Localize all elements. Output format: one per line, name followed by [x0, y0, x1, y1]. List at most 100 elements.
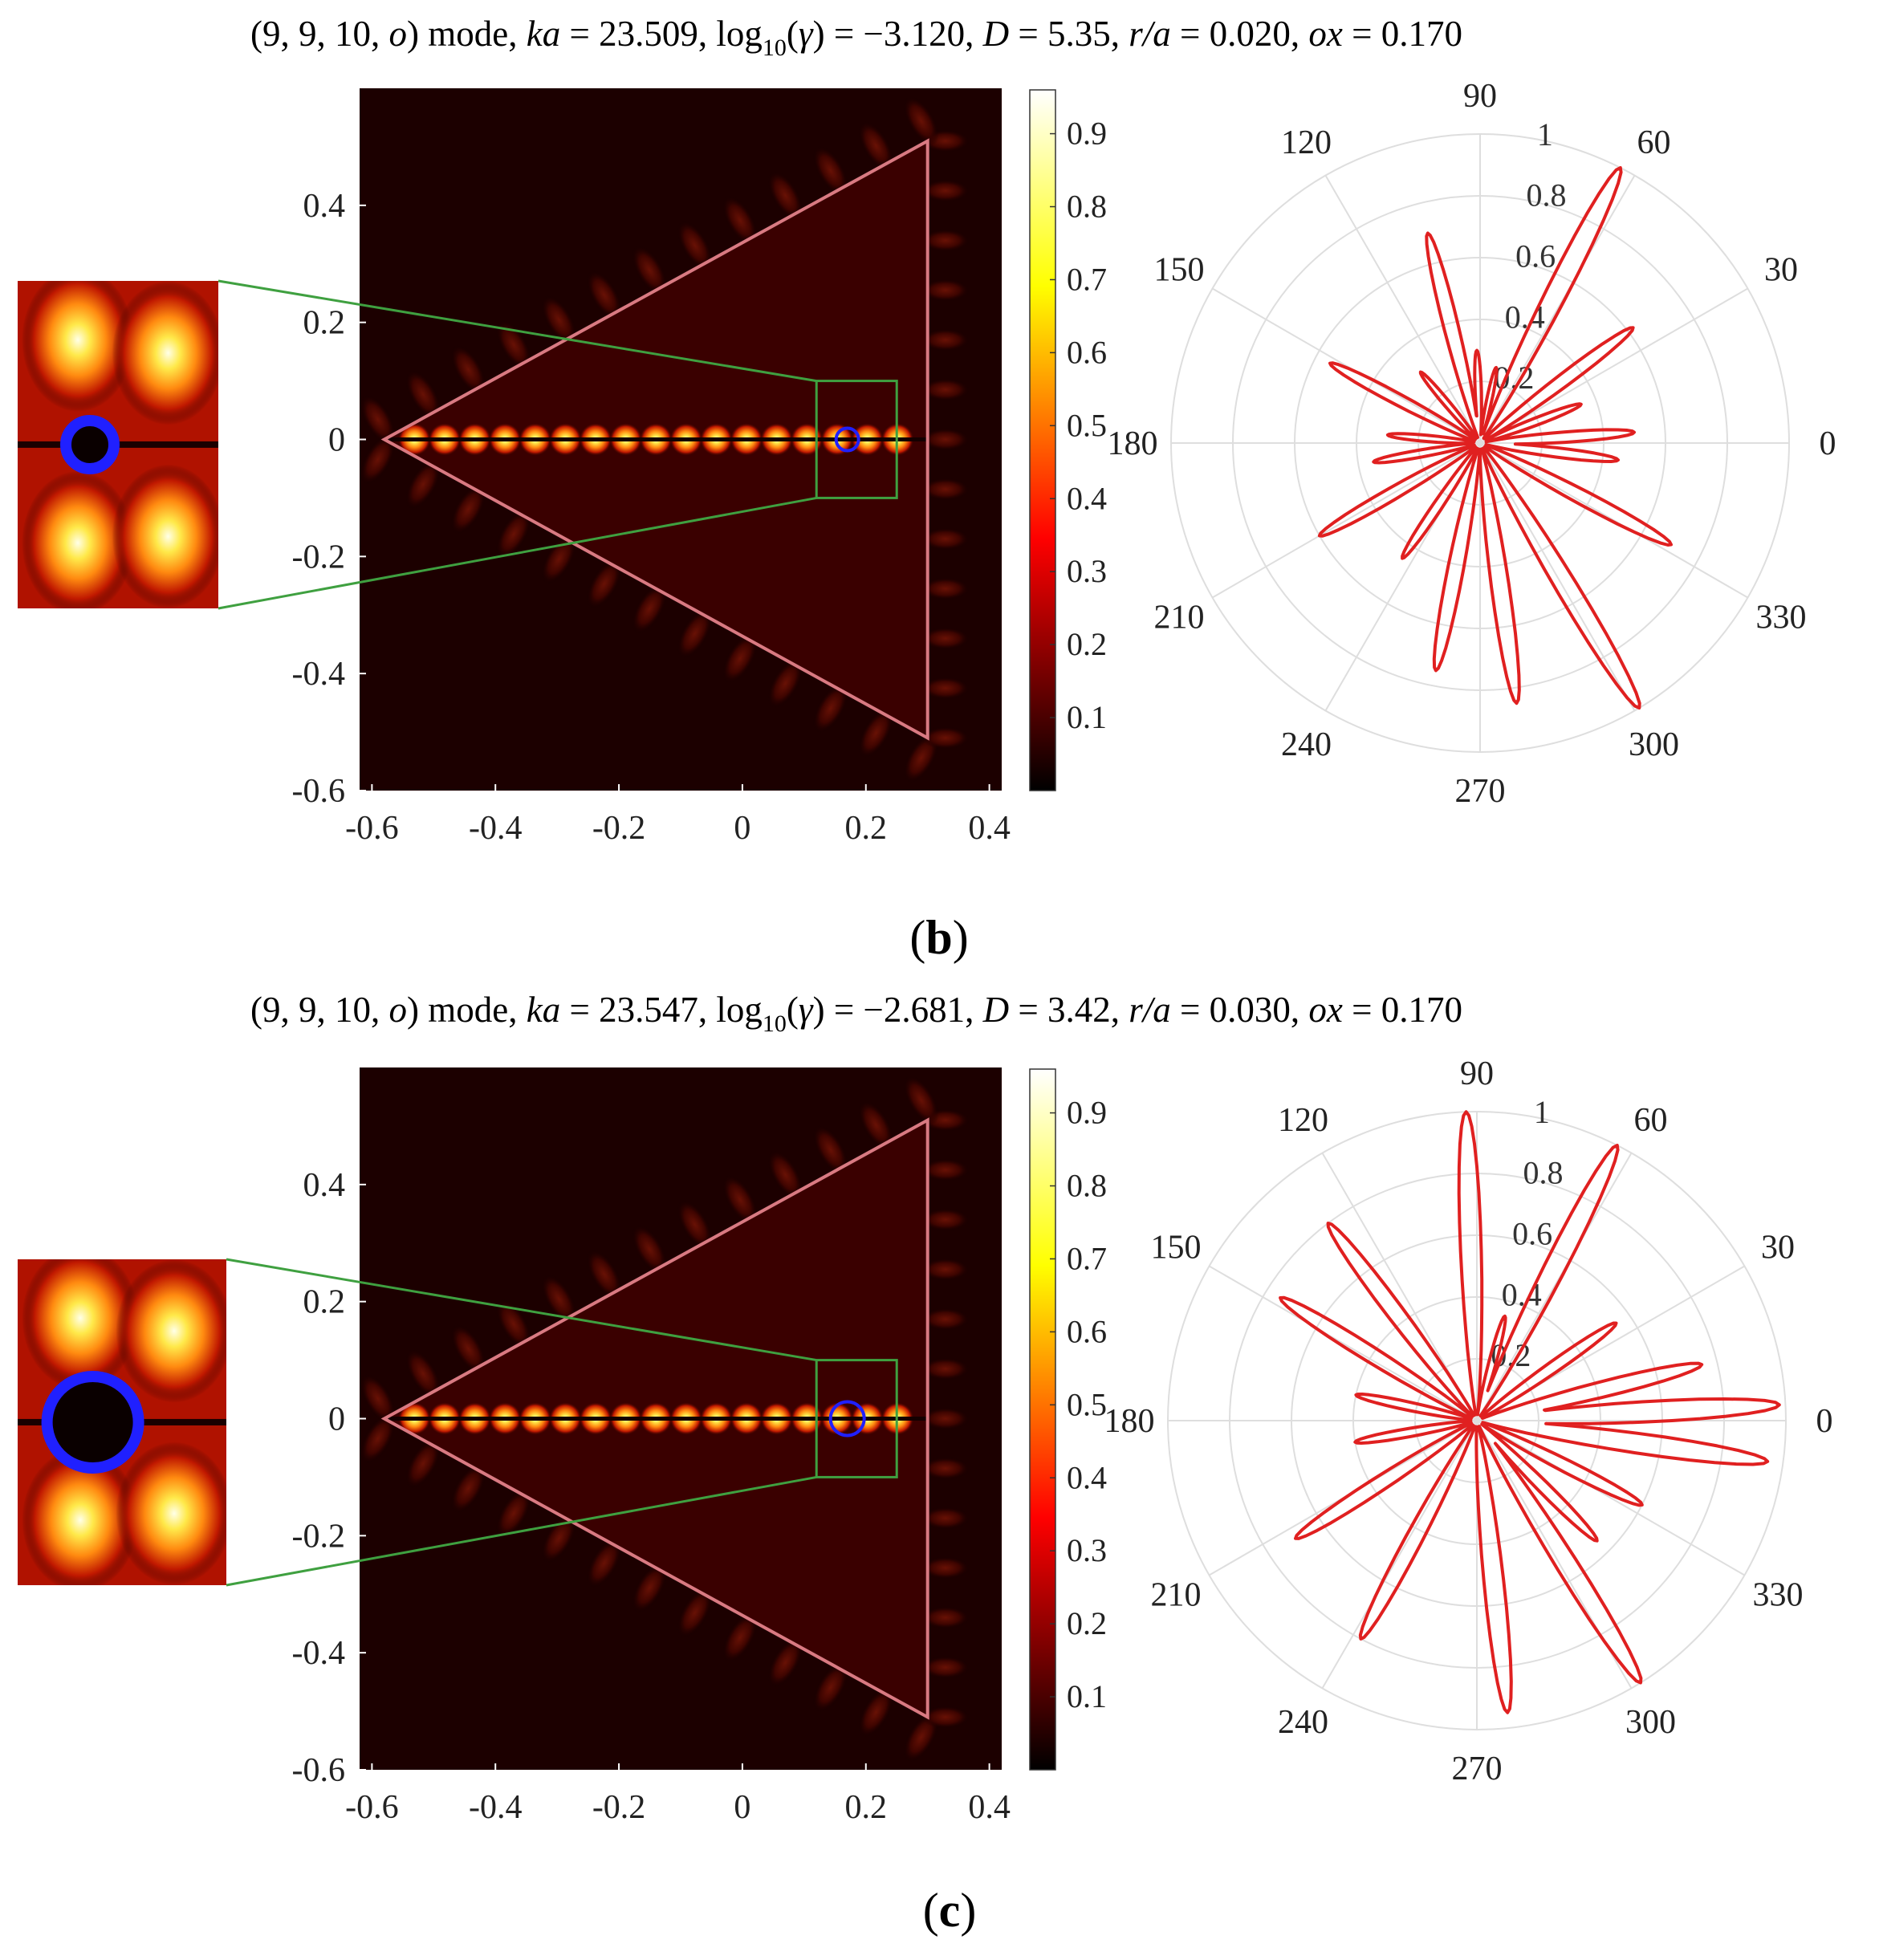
inset-scatterer	[41, 1371, 144, 1474]
x-tick-label: -0.2	[592, 810, 646, 847]
y-tick-label: -0.2	[292, 1518, 346, 1555]
edge-leakage	[360, 1076, 970, 1762]
colorbar-tick-label: 0.5	[1067, 1386, 1107, 1422]
polar-angle-label: 60	[1634, 1102, 1668, 1139]
inset-scatterer	[60, 415, 120, 474]
inset-intensity-spot	[22, 1448, 139, 1585]
panel-letter: c	[939, 1884, 961, 1937]
title-segment: ka	[527, 14, 560, 54]
x-tick-label: -0.4	[469, 1789, 523, 1826]
title-segment: (9, 9, 10,	[250, 14, 389, 54]
polar-angle-label: 180	[1104, 1403, 1155, 1440]
y-tick-label: 0.4	[303, 188, 346, 225]
x-tick-label: 0.4	[968, 1789, 1011, 1826]
polar-angle-label: 150	[1154, 252, 1205, 289]
panel-label: (c)	[923, 1884, 977, 1937]
y-tick-label: -0.4	[292, 1635, 346, 1672]
colorbar-tick-label: 0.3	[1067, 1532, 1107, 1568]
inset-intensity-spot	[116, 1442, 226, 1585]
edge-leakage	[360, 96, 970, 783]
colorbar-tick-label: 0.6	[1067, 1313, 1107, 1349]
title-segment: = 0.020,	[1171, 14, 1309, 54]
colorbar: 0.9 0.8 0.7 0.6 0.5 0.4 0.3 0.2 0.1	[1029, 89, 1107, 791]
y-tick-label: 0	[328, 1401, 345, 1438]
colorbar-tick-label: 0.4	[1067, 1459, 1107, 1495]
title-segment: ) mode,	[407, 990, 527, 1030]
x-tick-label: 0.2	[845, 1789, 888, 1826]
panel-title: (9, 9, 10, o) mode, ka = 23.547, log10(γ…	[250, 990, 1462, 1037]
inset-intensity-spot	[116, 1259, 226, 1403]
title-segment: = 0.170	[1343, 14, 1462, 54]
colorbar: 0.9 0.8 0.7 0.6 0.5 0.4 0.3 0.2 0.1	[1029, 1068, 1107, 1771]
colorbar-tick-label: 0.8	[1067, 189, 1107, 225]
polar-grid-spoke	[1479, 287, 1748, 444]
panel-title: (9, 9, 10, o) mode, ka = 23.509, log10(γ…	[250, 14, 1462, 61]
title-segment: = 0.030,	[1171, 990, 1309, 1030]
colorbar-gradient	[1029, 1068, 1056, 1771]
title-segment: ) mode,	[407, 14, 527, 54]
zoom-inset	[18, 1259, 226, 1585]
title-segment: ox	[1308, 14, 1343, 54]
x-tick-label: -0.2	[592, 1789, 646, 1826]
colorbar-tick-label: 0.7	[1067, 261, 1107, 297]
colorbar-tick-label: 0.4	[1067, 480, 1107, 516]
colorbar-tick-label: 0.2	[1067, 1605, 1107, 1641]
title-segment: o	[389, 990, 408, 1030]
title-segment: ) = −3.120,	[813, 14, 983, 54]
polar-radius-label: 0.6	[1512, 1216, 1552, 1252]
zoom-box	[815, 1359, 898, 1478]
connector-bottom	[226, 1475, 817, 1587]
title-segment: = 5.35,	[1009, 14, 1129, 54]
heatmap-axes: -0.6 -0.4 -0.2 0 0.2 0.4 0.4 0.2 0 -0.2 -0.4 -0.6	[292, 1167, 1011, 1826]
y-tick-label: -0.6	[292, 773, 346, 810]
title-segment: r/a	[1129, 14, 1171, 54]
scatterer-circle	[828, 1400, 866, 1437]
cavity-boundary	[380, 138, 929, 741]
y-tick-label: -0.4	[292, 656, 346, 693]
x-tick-label: 0.2	[845, 810, 888, 847]
polar-angle-label: 300	[1625, 1704, 1676, 1741]
x-tick-label: 0	[734, 810, 750, 847]
polar-angle-label: 240	[1281, 726, 1332, 763]
polar-grid-spoke	[1209, 1265, 1478, 1421]
colorbar-tick-label: 0.8	[1067, 1168, 1107, 1204]
polar-grid-spoke	[1479, 442, 1636, 711]
polar-angle-label: 60	[1637, 124, 1671, 161]
connector-top	[226, 1258, 817, 1362]
polar-grid-spoke	[1479, 442, 1748, 599]
y-tick-label: 0.2	[303, 305, 346, 342]
polar-grid-spoke	[1476, 1420, 1745, 1576]
y-tick-label: -0.6	[292, 1752, 346, 1789]
title-segment: γ	[799, 14, 814, 54]
polar-angle-label: 0	[1816, 1403, 1833, 1440]
inset-intensity-spot	[112, 464, 218, 608]
polar-grid-spoke	[1321, 1420, 1478, 1689]
inset-intensity-spot	[22, 470, 134, 608]
zoom-inset	[18, 281, 218, 608]
far-field-pattern	[1279, 1110, 1781, 1714]
panel-letter: b	[925, 911, 952, 964]
panel-b: (9, 9, 10, o) mode, ka = 23.509, log10(γ…	[18, 14, 1836, 964]
colorbar-tick-label: 0.1	[1067, 1678, 1107, 1714]
title-segment: γ	[799, 990, 814, 1030]
colorbar-tick-label: 0.3	[1067, 553, 1107, 589]
polar-angle-label: 210	[1151, 1577, 1202, 1614]
polar-plot: 03060901201501802102402703003300.20.40.6…	[1108, 78, 1836, 810]
title-segment: ) = −2.681,	[813, 990, 983, 1030]
title-segment: (	[787, 14, 799, 54]
y-tick-label: 0.2	[303, 1284, 346, 1321]
inset-intensity-spot	[22, 1259, 139, 1390]
polar-angle-label: 120	[1281, 124, 1332, 161]
y-tick-label: -0.2	[292, 539, 346, 575]
title-segment: 10	[763, 1010, 787, 1037]
zoom-box	[815, 380, 898, 499]
far-field-pattern	[1317, 166, 1673, 710]
title-segment: D	[982, 990, 1010, 1030]
cavity-boundary	[380, 1117, 929, 1720]
polar-angle-label: 210	[1154, 600, 1205, 636]
colorbar-tick-label: 0.9	[1067, 116, 1107, 152]
y-tick-label: 0.4	[303, 1167, 346, 1204]
x-tick-label: -0.6	[345, 1789, 399, 1826]
title-segment: = 3.42,	[1009, 990, 1129, 1030]
